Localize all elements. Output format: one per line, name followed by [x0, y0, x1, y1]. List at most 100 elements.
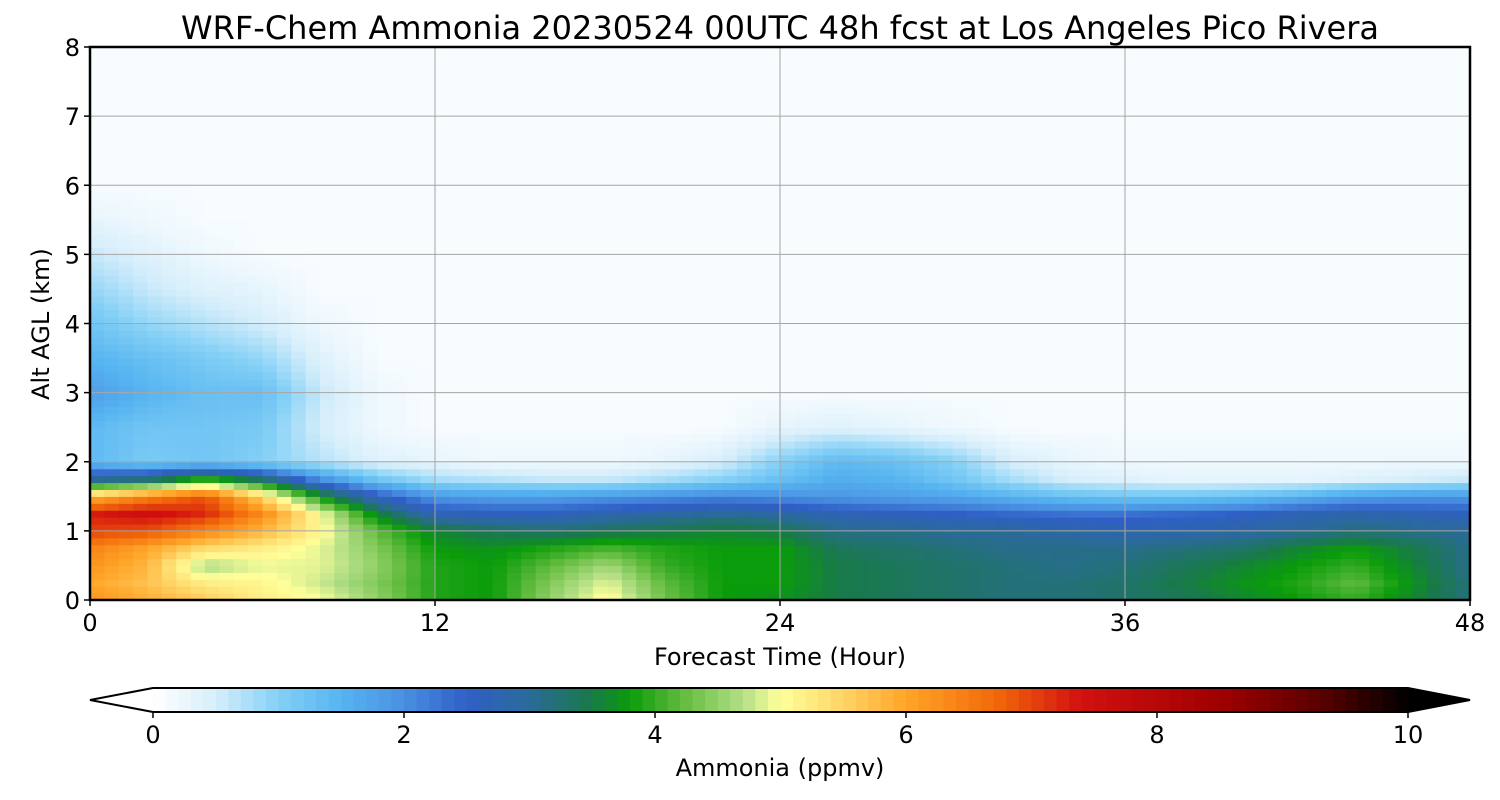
heatmap-cell [794, 530, 810, 539]
heatmap-cell [607, 454, 623, 463]
heatmap-cell [420, 447, 436, 456]
heatmap-cell [219, 302, 235, 311]
heatmap-cell [593, 261, 609, 269]
heatmap-cell [492, 302, 508, 311]
heatmap-cell [995, 565, 1011, 573]
heatmap-cell [837, 427, 853, 435]
heatmap-cell [751, 586, 767, 594]
heatmap-cell [1355, 288, 1370, 297]
heatmap-cell [981, 551, 997, 560]
heatmap-cell [1254, 261, 1270, 269]
heatmap-cell [952, 468, 968, 477]
heatmap-cell [1053, 537, 1069, 546]
heatmap-cell [1096, 247, 1112, 255]
heatmap-cell [90, 558, 105, 567]
heatmap-cell [1125, 558, 1140, 567]
heatmap-cell [406, 302, 422, 311]
heatmap-cell [233, 427, 249, 435]
heatmap-cell [1412, 247, 1428, 255]
heatmap-cell [679, 261, 695, 269]
heatmap-cell [176, 544, 192, 553]
heatmap-cell [463, 454, 479, 463]
heatmap-cell [851, 309, 867, 318]
heatmap-cell [1441, 364, 1457, 373]
heatmap-cell [478, 496, 494, 504]
heatmap-cell [1311, 447, 1327, 456]
heatmap-cell [722, 427, 738, 435]
heatmap-cell [1153, 247, 1169, 255]
heatmap-cell [1398, 344, 1414, 352]
heatmap-cell [780, 337, 795, 345]
heatmap-cell [808, 523, 824, 532]
heatmap-cell [665, 475, 680, 484]
heatmap-cell [1024, 468, 1040, 477]
heatmap-cell [621, 358, 637, 366]
heatmap-cell [550, 330, 565, 338]
heatmap-cell [1110, 275, 1126, 283]
heatmap-cell [765, 288, 781, 297]
heatmap-cell [808, 302, 824, 311]
heatmap-cell [1024, 551, 1040, 560]
heatmap-cell [1125, 454, 1140, 463]
heatmap-cell [1426, 496, 1442, 504]
heatmap-cell [348, 427, 364, 435]
heatmap-cell [320, 530, 335, 539]
heatmap-cell [880, 593, 896, 601]
heatmap-cell [1383, 586, 1399, 594]
heatmap-cell [650, 565, 666, 573]
heatmap-cell [435, 558, 450, 567]
heatmap-cell [751, 371, 767, 380]
heatmap-cell [1024, 337, 1040, 345]
heatmap-cell [492, 364, 508, 373]
heatmap-cell [1426, 510, 1442, 518]
heatmap-cell [176, 399, 192, 408]
heatmap-cell [420, 496, 436, 504]
heatmap-cell [1254, 247, 1270, 255]
heatmap-cell [391, 302, 407, 311]
heatmap-cell [406, 358, 422, 366]
heatmap-cell [233, 586, 249, 594]
heatmap-cell [722, 544, 738, 553]
heatmap-cell [1412, 523, 1428, 532]
heatmap-cell [665, 247, 680, 255]
heatmap-cell [1182, 358, 1198, 366]
heatmap-cell [895, 254, 910, 262]
heatmap-cell [1182, 551, 1198, 560]
heatmap-cell [1139, 447, 1155, 456]
heatmap-cell [851, 406, 867, 414]
heatmap-cell [564, 551, 580, 560]
heatmap-cell [363, 316, 379, 325]
heatmap-cell [406, 572, 422, 580]
heatmap-cell [320, 434, 335, 442]
heatmap-cell [780, 385, 795, 394]
heatmap-cell [334, 302, 350, 311]
heatmap-cell [176, 523, 192, 532]
heatmap-cell [1081, 323, 1097, 332]
heatmap-cell [161, 275, 177, 283]
heatmap-cell [708, 441, 724, 449]
heatmap-cell [851, 337, 867, 345]
heatmap-cell [463, 496, 479, 504]
heatmap-cell [1426, 447, 1442, 456]
heatmap-cell [1211, 385, 1227, 394]
heatmap-cell [1081, 254, 1097, 262]
heatmap-cell [1441, 510, 1457, 518]
heatmap-cell [492, 316, 508, 325]
heatmap-cell [621, 295, 637, 304]
heatmap-cell [190, 261, 206, 269]
heatmap-cell [1283, 358, 1299, 366]
heatmap-cell [866, 323, 882, 332]
heatmap-cell [291, 364, 307, 373]
heatmap-cell [262, 510, 278, 518]
heatmap-cell [348, 530, 364, 539]
heatmap-cell [578, 288, 594, 297]
heatmap-cell [736, 427, 752, 435]
heatmap-cell [564, 295, 580, 304]
heatmap-cell [736, 447, 752, 456]
heatmap-cell [578, 240, 594, 249]
heatmap-cell [1096, 330, 1112, 338]
heatmap-cell [205, 275, 220, 283]
heatmap-cell [449, 337, 465, 345]
heatmap-cell [952, 565, 968, 573]
heatmap-cell [866, 295, 882, 304]
